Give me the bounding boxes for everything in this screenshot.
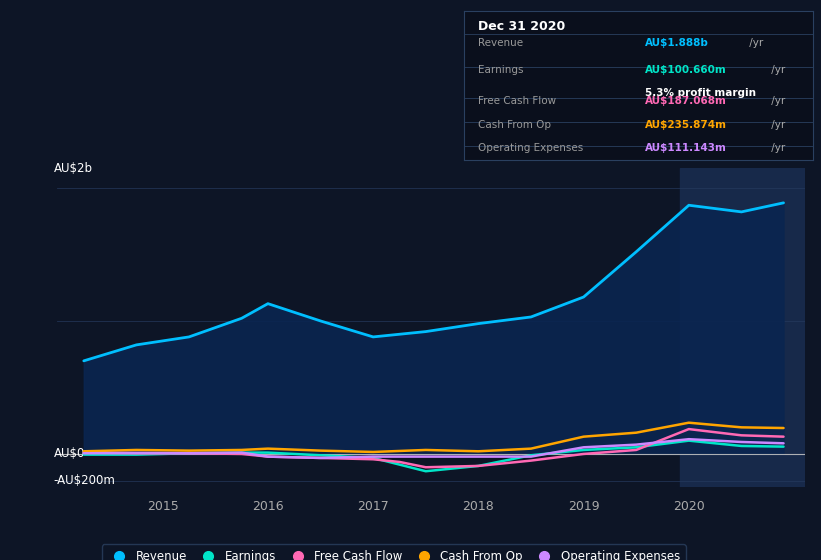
Text: /yr: /yr (768, 143, 786, 153)
Text: AU$235.874m: AU$235.874m (645, 119, 727, 129)
Text: -AU$200m: -AU$200m (53, 474, 116, 487)
Text: Free Cash Flow: Free Cash Flow (478, 96, 556, 106)
Text: Dec 31 2020: Dec 31 2020 (478, 20, 565, 33)
Bar (681, 168, 805, 487)
Text: Operating Expenses: Operating Expenses (478, 143, 583, 153)
Text: AU$111.143m: AU$111.143m (645, 143, 727, 153)
Text: /yr: /yr (745, 38, 763, 48)
Text: AU$187.068m: AU$187.068m (645, 96, 727, 106)
Text: /yr: /yr (768, 64, 786, 74)
Text: AU$1.888b: AU$1.888b (645, 38, 709, 48)
Text: Earnings: Earnings (478, 64, 523, 74)
Text: /yr: /yr (768, 119, 786, 129)
Text: /yr: /yr (768, 96, 786, 106)
Text: Cash From Op: Cash From Op (478, 119, 551, 129)
Text: AU$100.660m: AU$100.660m (645, 64, 727, 74)
Legend: Revenue, Earnings, Free Cash Flow, Cash From Op, Operating Expenses: Revenue, Earnings, Free Cash Flow, Cash … (102, 544, 686, 560)
Text: AU$2b: AU$2b (53, 162, 93, 175)
Text: 5.3% profit margin: 5.3% profit margin (645, 88, 756, 99)
Text: Revenue: Revenue (478, 38, 523, 48)
Text: AU$0: AU$0 (53, 447, 85, 460)
